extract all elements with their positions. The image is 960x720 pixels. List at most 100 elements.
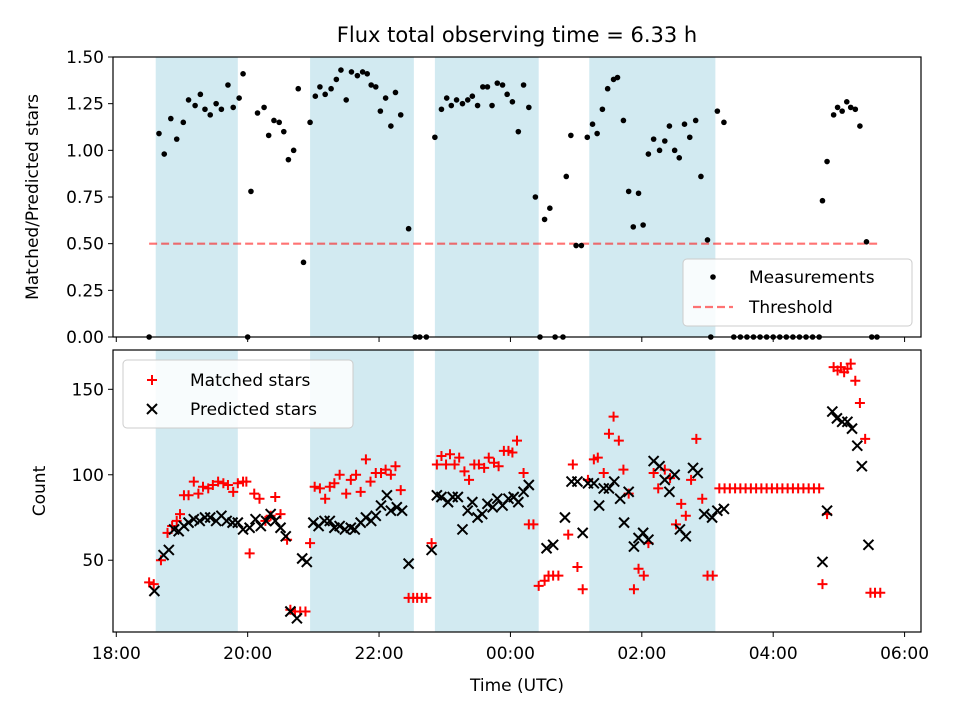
- measurement-point: [368, 82, 374, 88]
- matched-star-point: [148, 579, 159, 590]
- measurement-point: [161, 151, 168, 157]
- matched-star-point: [222, 480, 233, 491]
- matched-star-point: [686, 474, 697, 485]
- measurement-point: [192, 102, 198, 109]
- matched-star-point: [528, 519, 539, 530]
- measurement-point: [392, 89, 399, 96]
- measurement-point: [681, 121, 688, 127]
- matched-star-point: [426, 538, 437, 549]
- predicted-star-point: [385, 504, 397, 517]
- predicted-star-point: [659, 474, 671, 486]
- legend-matched-label: Matched stars: [190, 371, 310, 391]
- matched-star-point: [638, 570, 649, 581]
- measurement-point: [240, 71, 246, 77]
- predicted-star-point: [637, 527, 649, 539]
- matched-star-point: [854, 397, 865, 408]
- measurement-point: [819, 197, 826, 204]
- measurement-point: [640, 222, 646, 228]
- measurement-point: [843, 99, 850, 105]
- measurement-point: [698, 173, 704, 180]
- predicted-star-point: [663, 486, 676, 498]
- chart-title: Flux total observing time = 6.33 h: [337, 23, 697, 47]
- measurement-point: [453, 97, 460, 103]
- measurement-point: [218, 106, 225, 113]
- matched-star-point: [218, 478, 229, 489]
- measurement-point: [662, 138, 668, 144]
- predicted-star-point: [486, 501, 499, 513]
- measurement-point: [541, 216, 548, 223]
- measurement-point: [839, 108, 845, 114]
- matched-star-point: [329, 478, 340, 489]
- matched-star-point: [385, 469, 396, 480]
- matched-star-point: [842, 363, 853, 374]
- measurement-point: [721, 119, 727, 126]
- observing-window: [310, 57, 414, 337]
- measurement-point: [388, 123, 394, 129]
- measurement-point: [714, 108, 721, 114]
- legend-box: [122, 359, 354, 429]
- measurement-point: [464, 97, 471, 103]
- measurement-point: [578, 242, 585, 249]
- matched-star-point: [518, 468, 529, 479]
- matched-star-point: [305, 538, 316, 549]
- matched-star-point: [355, 486, 366, 497]
- y-axis-label: Count: [30, 465, 50, 516]
- matched-star-point: [473, 459, 484, 470]
- measurement-point: [620, 117, 627, 124]
- measurement-point: [480, 84, 486, 90]
- predicted-star-point: [691, 467, 704, 479]
- matched-star-point: [628, 584, 639, 595]
- matched-star-point: [436, 450, 447, 461]
- measurement-point: [271, 117, 277, 124]
- matched-star-point: [197, 481, 208, 492]
- matched-star-point: [507, 447, 518, 458]
- matched-star-point: [533, 580, 544, 591]
- measurement-point: [285, 156, 292, 163]
- measurement-point: [254, 110, 261, 116]
- predicted-star-point: [249, 513, 262, 525]
- matched-star-point: [431, 459, 442, 470]
- x-tick-label: 18:00: [92, 644, 141, 664]
- predicted-star-point: [523, 479, 535, 491]
- predicted-star-point: [232, 516, 244, 529]
- matched-star-point: [648, 468, 659, 479]
- measurement-point: [443, 95, 450, 101]
- matched-star-point: [577, 584, 588, 595]
- axes-frame: [112, 349, 922, 633]
- matched-star-point: [244, 548, 255, 559]
- measurement-point: [630, 224, 637, 230]
- predicted-star-point: [381, 489, 393, 501]
- predicted-star-point: [851, 440, 863, 452]
- predicted-star-point: [333, 520, 346, 532]
- measurement-point: [499, 82, 506, 88]
- predicted-star-point: [559, 511, 571, 524]
- matched-star-point: [345, 474, 356, 485]
- matched-star-point: [449, 459, 460, 470]
- predicted-star-point: [668, 469, 681, 481]
- predicted-star-point: [653, 460, 666, 472]
- predicted-star-point: [243, 522, 256, 534]
- predicted-star-point: [204, 511, 216, 524]
- measurement-point: [704, 237, 711, 243]
- measurement-point: [686, 134, 693, 141]
- predicted-star-point: [481, 498, 494, 510]
- measurement-point: [504, 91, 510, 98]
- measurement-point: [484, 84, 491, 90]
- measurement-point: [489, 102, 495, 109]
- matched-star-point: [365, 476, 376, 487]
- y-tick-label: 1.50: [66, 48, 104, 68]
- predicted-star-point: [280, 530, 292, 542]
- predicted-star-point: [603, 482, 615, 495]
- measurement-point: [230, 104, 237, 111]
- y-tick-label: 1.00: [66, 141, 104, 161]
- measurement-point: [834, 104, 841, 111]
- matched-star-point: [623, 488, 634, 499]
- measurement-point: [625, 188, 632, 195]
- predicted-star-point: [608, 475, 620, 488]
- predicted-star-point: [841, 416, 854, 428]
- predicted-star-point: [642, 534, 655, 546]
- measurement-point: [312, 93, 319, 99]
- x-tick-label: 04:00: [749, 644, 798, 664]
- measurement-point: [589, 121, 596, 127]
- matched-star-point: [493, 461, 504, 472]
